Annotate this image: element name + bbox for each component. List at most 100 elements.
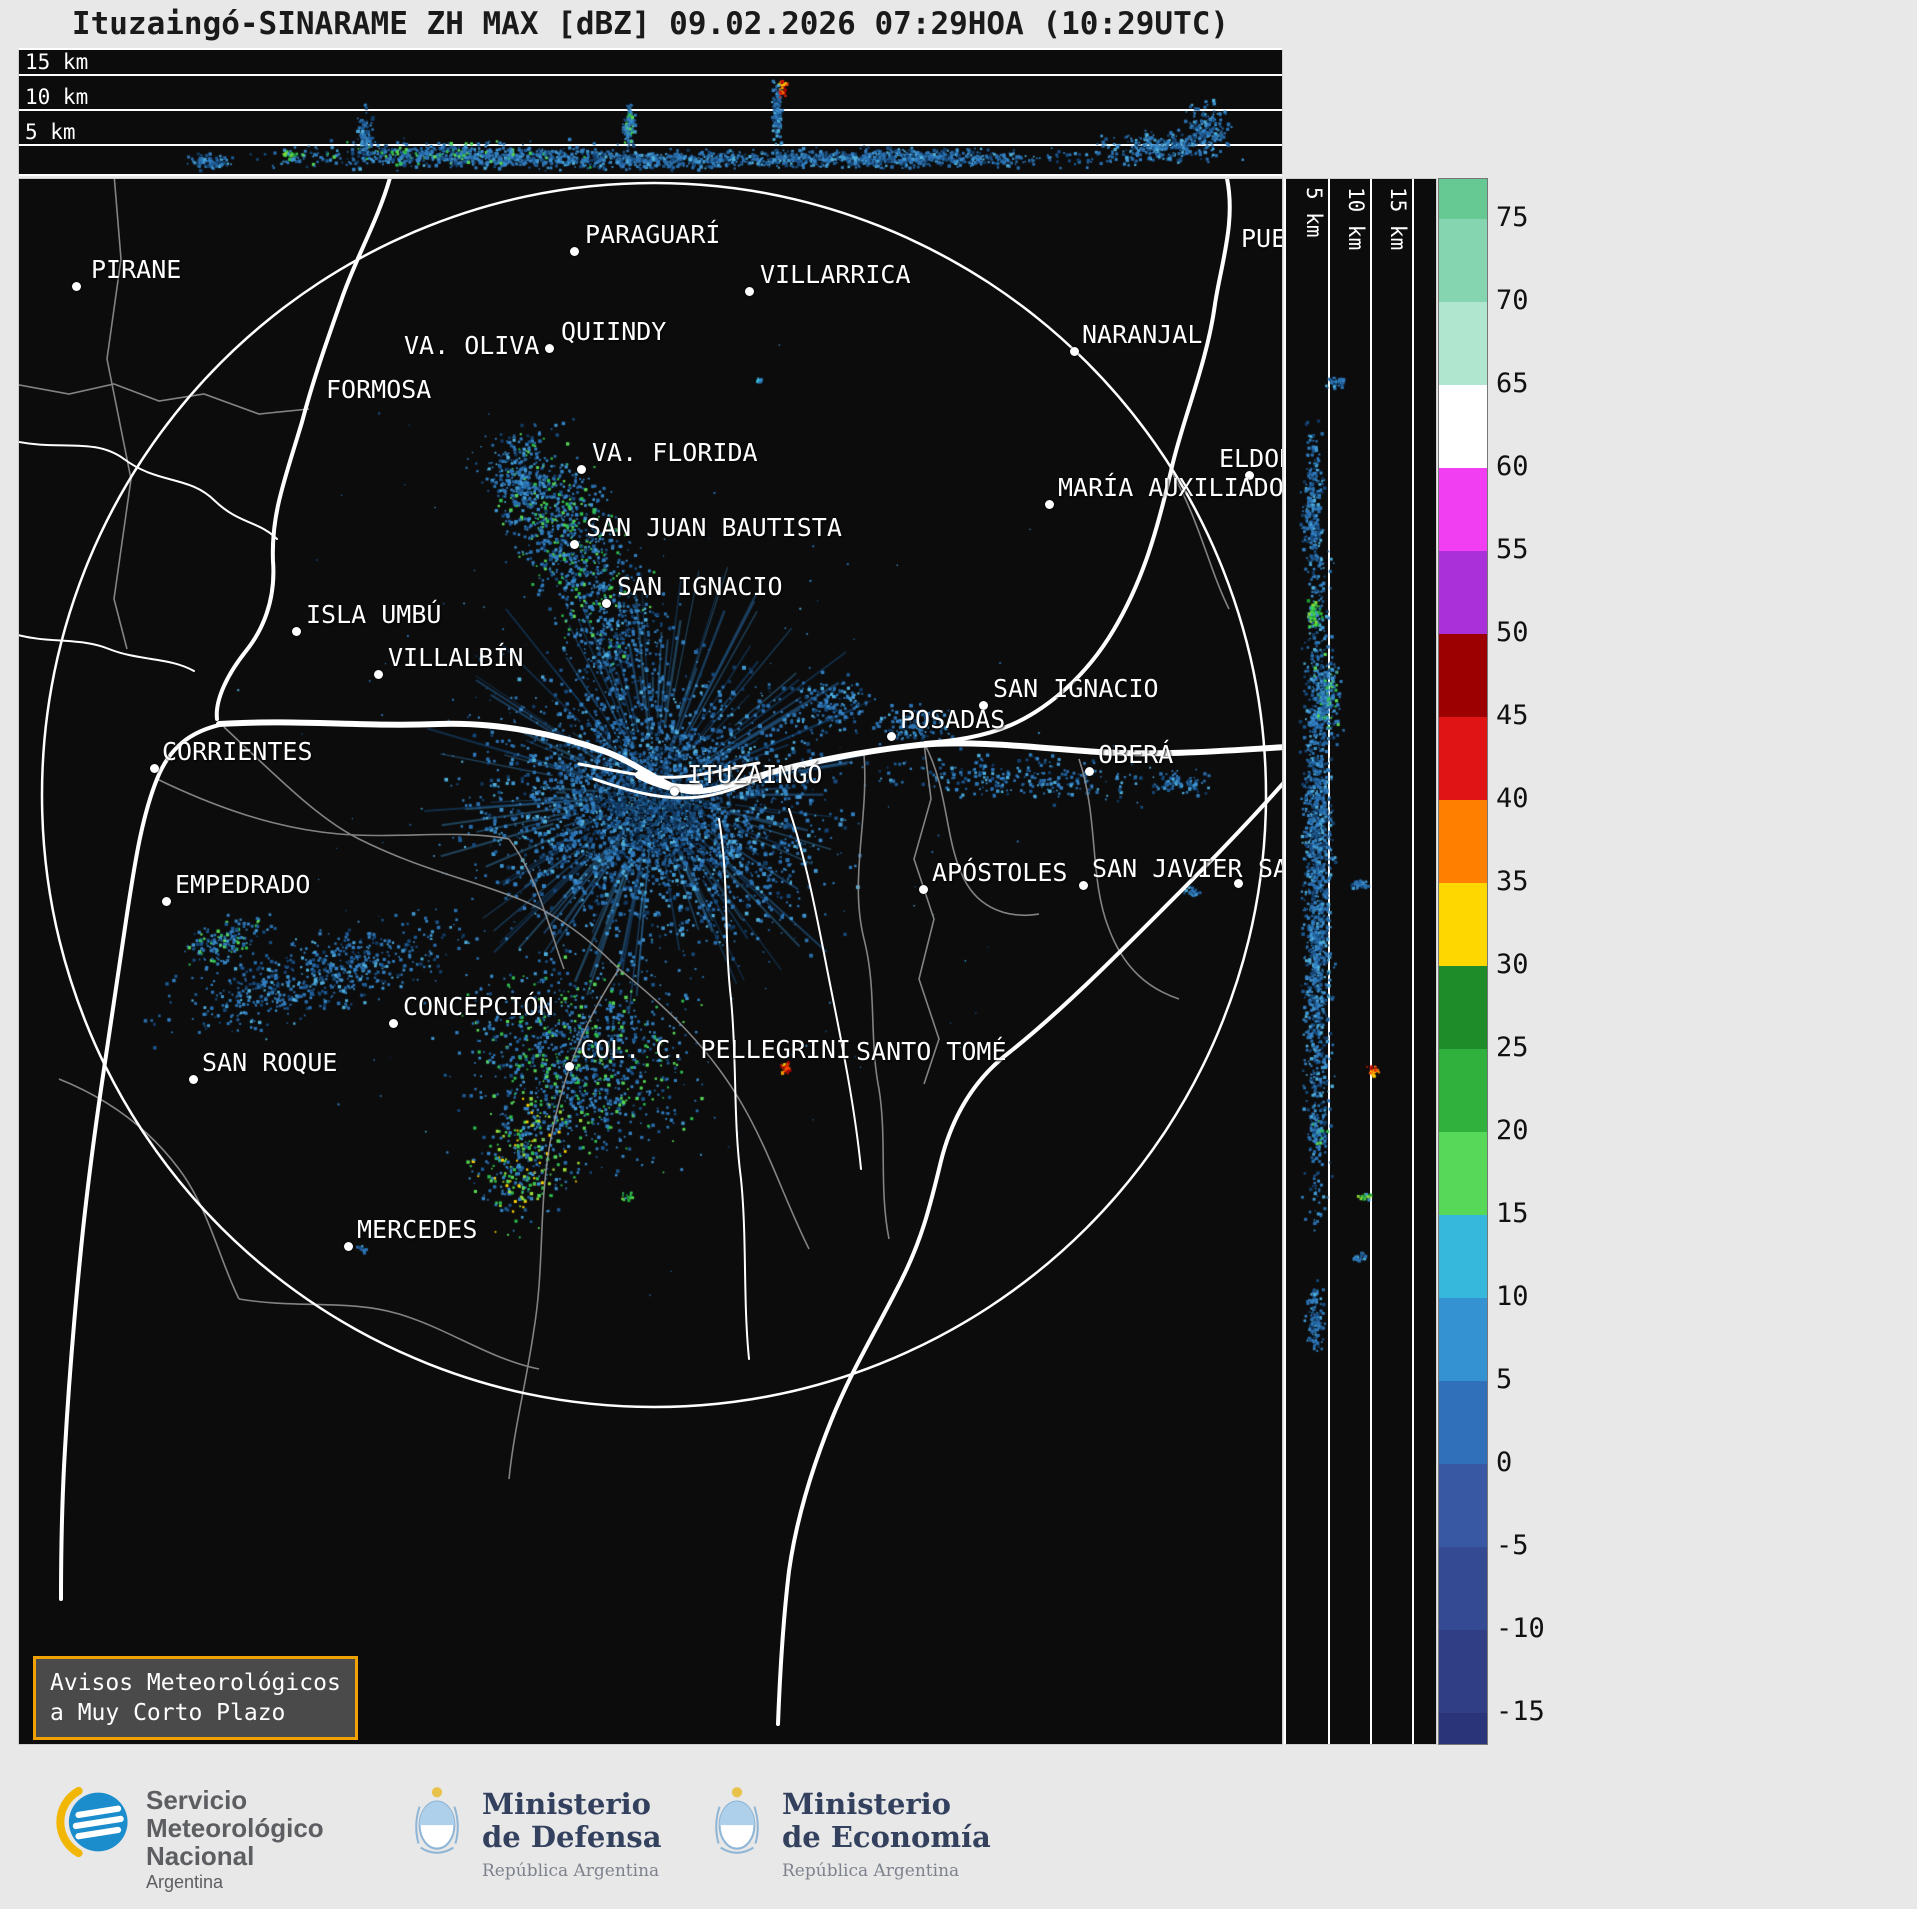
- economia-emblem: [706, 1780, 768, 1866]
- colorbar-tick: 15: [1496, 1198, 1529, 1229]
- city-label: PUERTO: [1241, 224, 1283, 253]
- city-label: SAN ROQUE: [202, 1048, 338, 1077]
- smn-logo: [52, 1782, 132, 1862]
- coat-of-arms-icon: [715, 1787, 759, 1854]
- colorbar-band: [1439, 1630, 1487, 1713]
- colorbar-band: [1439, 1381, 1487, 1464]
- colorbar-band: [1439, 966, 1487, 1049]
- warning-badge[interactable]: Avisos Meteorológicos a Muy Corto Plazo: [33, 1656, 358, 1740]
- city-label: ISLA UMBÚ: [306, 600, 442, 629]
- colorbar-band: [1439, 1298, 1487, 1381]
- city-label: FORMOSA: [326, 375, 432, 404]
- colorbar-tick: 30: [1496, 949, 1529, 980]
- city-label: VA. FLORIDA: [592, 438, 758, 467]
- city-label: ELDORADO: [1219, 444, 1282, 473]
- colorbar-tick: -5: [1496, 1530, 1529, 1561]
- colorbar-band: [1439, 1547, 1487, 1630]
- colorbar-tick: 25: [1496, 1032, 1529, 1063]
- colorbar-band: [1439, 1713, 1487, 1744]
- page-title: Ituzaingó-SINARAME ZH MAX [dBZ] 09.02.20…: [71, 6, 1230, 42]
- city-label: OBERÁ: [1098, 740, 1174, 769]
- smn-line-1: Servicio: [146, 1785, 248, 1815]
- height-label: 15 km: [25, 50, 89, 74]
- city-label: POSADAS: [900, 705, 1006, 734]
- admin-borders: [19, 179, 1230, 1480]
- colorbar-tick: 40: [1496, 783, 1529, 814]
- colorbar-band: [1439, 634, 1487, 717]
- colorbar-band: [1439, 468, 1487, 551]
- city-marker: [373, 669, 383, 679]
- defensa-wordmark: Ministerio de Defensa República Argentin…: [482, 1787, 662, 1882]
- warning-line-1: Avisos Meteorológicos: [50, 1670, 341, 1696]
- smn-line-3: Nacional: [146, 1841, 255, 1871]
- city-marker: [744, 286, 754, 296]
- colorbar-band: [1439, 717, 1487, 800]
- colorbar-tick: 10: [1496, 1281, 1529, 1312]
- city-marker: [343, 1241, 353, 1251]
- defensa-subtitle: República Argentina: [482, 1861, 660, 1881]
- city-label: EMPEDRADO: [175, 870, 311, 899]
- city-label: NARANJAL: [1082, 320, 1203, 349]
- city-marker: [1233, 878, 1243, 888]
- reflectivity-colorbar: [1438, 178, 1488, 1745]
- city-label: SAN JUAN BAUTISTA: [586, 513, 842, 542]
- city-label: PIRANE: [91, 255, 182, 284]
- colorbar-band: [1439, 1464, 1487, 1547]
- colorbar-band: [1439, 1049, 1487, 1132]
- city-label: COL. C. PELLEGRINI: [580, 1035, 851, 1064]
- city-label: VILLALBÍN: [388, 643, 524, 672]
- colorbar-tick: 70: [1496, 285, 1529, 316]
- city-label: MARÍA AUXILIADORA: [1058, 473, 1283, 502]
- radar-range-ring: [40, 181, 1268, 1409]
- city-label: SAN IGNACIO: [617, 572, 783, 601]
- colorbar-tick: 50: [1496, 617, 1529, 648]
- city-marker: [601, 598, 611, 608]
- colorbar-band: [1439, 385, 1487, 468]
- colorbar-tick: 60: [1496, 451, 1529, 482]
- colorbar-tick: 0: [1496, 1447, 1513, 1478]
- economia-wordmark: Ministerio de Economía República Argenti…: [782, 1787, 991, 1882]
- colorbar-tick: 55: [1496, 534, 1529, 565]
- economia-title-1: Ministerio: [782, 1787, 952, 1821]
- city-label: MERCEDES: [357, 1215, 478, 1244]
- height-label: 10 km: [25, 85, 89, 109]
- colorbar-band: [1439, 551, 1487, 634]
- smn-line-2: Meteorológico: [146, 1813, 324, 1843]
- city-marker: [569, 539, 579, 549]
- smn-logo-icon: [56, 1786, 128, 1858]
- defensa-title-1: Ministerio: [482, 1787, 652, 1821]
- ew-cross-section-panel: 15 km 10 km 5 km: [18, 48, 1283, 176]
- city-marker: [569, 246, 579, 256]
- height-label: 15 km: [1386, 187, 1410, 251]
- city-marker: [576, 464, 586, 474]
- colorbar-tick: 20: [1496, 1115, 1529, 1146]
- basemap-svg: [19, 179, 1282, 1726]
- colorbar-band: [1439, 1132, 1487, 1215]
- economia-title-2: de Economía: [782, 1820, 991, 1854]
- city-marker: [886, 731, 896, 741]
- ns-cross-section-panel: 5 km 10 km 15 km: [1284, 178, 1437, 1745]
- city-label: CORRIENTES: [162, 737, 313, 766]
- height-label: 5 km: [1302, 187, 1326, 238]
- city-marker: [1244, 470, 1254, 480]
- colorbar-tick: 75: [1496, 202, 1529, 233]
- city-marker: [188, 1074, 198, 1084]
- city-marker: [388, 1018, 398, 1028]
- reflectivity-echo-canvas: [19, 179, 1282, 1744]
- city-label: APÓSTOLES: [932, 858, 1068, 887]
- city-label: QUIINDY: [561, 317, 667, 346]
- colorbar-tick: 5: [1496, 1364, 1513, 1395]
- city-label: VA. OLIVA: [404, 331, 540, 360]
- city-marker: [291, 626, 301, 636]
- defensa-title-2: de Defensa: [482, 1820, 662, 1854]
- colorbar-band: [1439, 302, 1487, 385]
- ns-echo-canvas: [1286, 179, 1436, 1744]
- city-marker: [1084, 766, 1094, 776]
- colorbar-band: [1439, 800, 1487, 883]
- city-label: ITUZAINGÓ: [687, 760, 823, 789]
- colorbar-band: [1439, 1215, 1487, 1298]
- smn-wordmark: Servicio Meteorológico Nacional Argentin…: [146, 1786, 324, 1893]
- city-label: SANTO TOMÉ: [856, 1037, 1007, 1066]
- city-marker: [544, 343, 554, 353]
